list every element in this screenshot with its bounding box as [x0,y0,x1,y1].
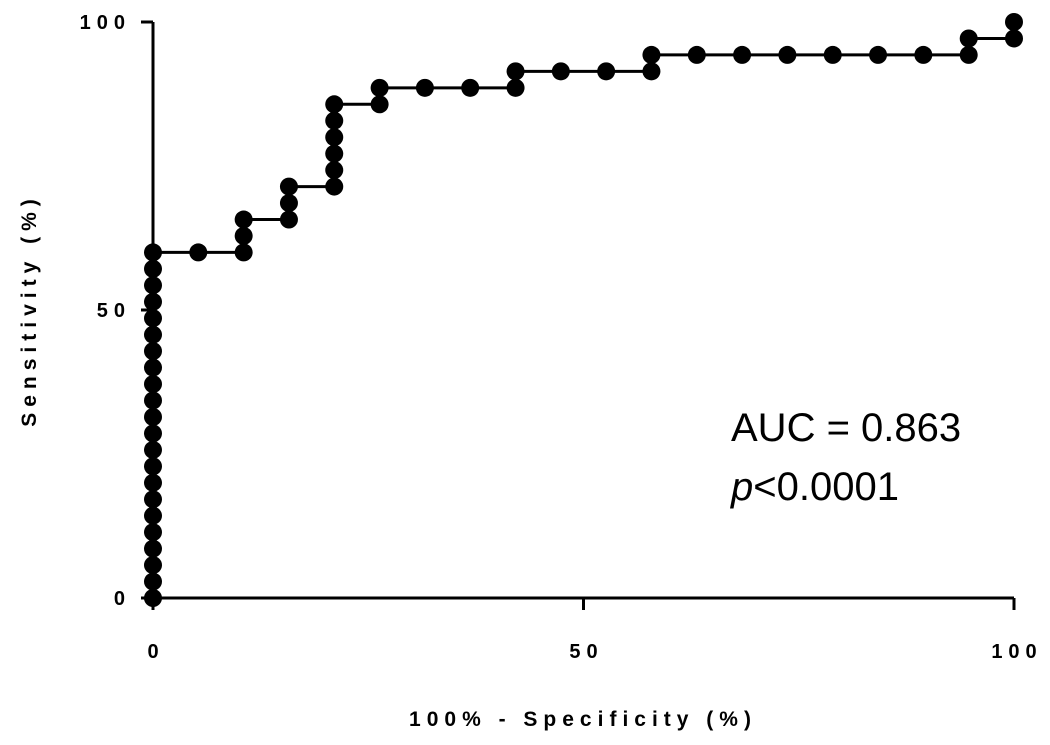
point [144,539,162,558]
point [144,457,162,476]
point [869,45,888,64]
point [144,490,162,509]
point [325,177,344,196]
roc-line [151,22,1016,598]
point [144,259,162,278]
point [325,161,344,180]
point [144,424,162,443]
point [144,375,162,394]
point [144,391,162,410]
point [144,325,162,344]
point [279,210,298,229]
point [234,210,253,229]
point [144,572,162,591]
point [144,292,162,311]
point [370,78,389,97]
point [415,78,434,97]
y-tick-label: 50 [97,300,131,322]
x-axis-label: 100% - Specificity (%) [409,708,757,731]
point [506,78,525,97]
point [325,111,344,130]
point [144,556,162,575]
y-tick-label: 100 [80,12,131,34]
annotation-italic: p [730,465,753,509]
point [144,276,162,295]
point [144,407,162,426]
point [144,342,162,361]
point [370,95,389,114]
point [642,62,661,81]
x-tick-label: 0 [147,641,164,663]
point [959,29,978,48]
point [1005,13,1023,31]
point [279,177,298,196]
point [144,473,162,492]
point [189,243,208,262]
point [778,45,797,64]
annotation-text: <0.0001 [753,465,899,509]
point [823,45,842,64]
point [597,62,616,81]
point [551,62,570,81]
point [234,243,253,262]
y-axis-label: Sensitivity (%) [18,193,41,427]
point [144,440,162,459]
point [914,45,933,64]
point [234,226,253,245]
y-tick-label: 0 [114,588,131,610]
point [144,243,162,262]
point [144,589,162,607]
point [959,45,978,64]
point [687,45,706,64]
point [1005,29,1023,48]
point [325,144,344,163]
point [506,62,525,81]
annotation: AUC = 0.863 [731,406,961,450]
x-tick-label: 100 [991,641,1042,663]
point [733,45,752,64]
point [144,358,162,377]
x-tick-label: 50 [569,641,603,663]
point [642,45,661,64]
point [325,95,344,114]
point [144,523,162,542]
point [325,128,344,147]
annotation: p<0.0001 [730,465,899,509]
point [144,506,162,525]
point [279,194,298,213]
point [144,309,162,328]
point [461,78,480,97]
